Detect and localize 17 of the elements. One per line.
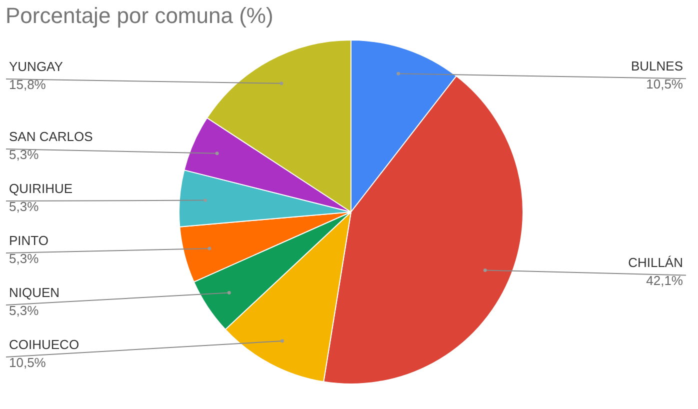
slice-label: COIHUECO bbox=[9, 337, 80, 352]
slice-label: CHILLÁN bbox=[628, 255, 683, 270]
slice-label: NIQUEN bbox=[9, 285, 60, 300]
slice-label: QUIRIHUE bbox=[9, 181, 73, 196]
data-label: 5,3% bbox=[9, 251, 40, 266]
slice-label: PINTO bbox=[9, 233, 48, 248]
data-label: 42,1% bbox=[646, 273, 684, 288]
data-label: 15,8% bbox=[9, 77, 46, 92]
slice-label: YUNGAY bbox=[9, 59, 64, 74]
data-label: 5,3% bbox=[9, 147, 40, 162]
data-label: 10,5% bbox=[9, 355, 46, 370]
slice-label: SAN CARLOS bbox=[9, 129, 94, 144]
slice-label: BULNES bbox=[630, 58, 684, 74]
data-label: 10,5% bbox=[646, 76, 684, 92]
data-label: 5,3% bbox=[9, 199, 40, 214]
data-label: 5,3% bbox=[9, 303, 40, 318]
chart-title: Porcentaje por comuna (%) bbox=[6, 3, 274, 28]
